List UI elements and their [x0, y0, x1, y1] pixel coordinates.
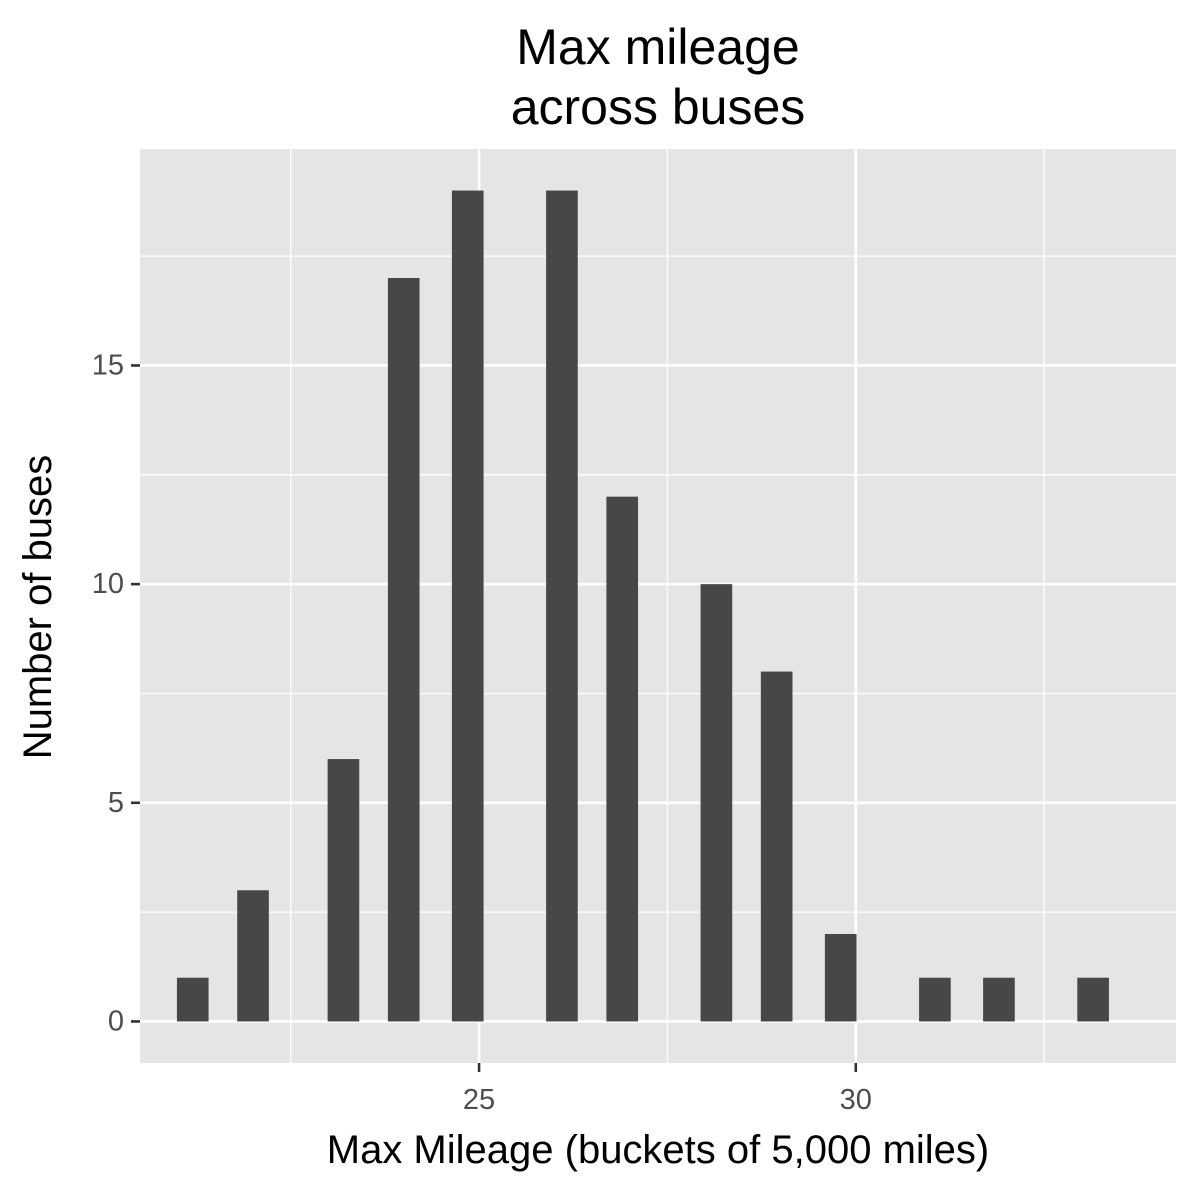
y-tick-label: 10	[92, 568, 124, 600]
chart-title-line-1: Max mileage	[516, 19, 800, 75]
bar	[824, 933, 857, 1022]
y-axis-label: Number of buses	[16, 454, 60, 760]
bars	[176, 190, 1109, 1022]
bar	[546, 190, 578, 1022]
bar	[983, 977, 1015, 1022]
bar	[451, 190, 484, 1022]
bar	[606, 496, 639, 1022]
bar	[760, 671, 793, 1022]
bar	[700, 584, 733, 1022]
x-tick-label: 25	[463, 1084, 495, 1116]
chart-title-line-2: across buses	[510, 79, 806, 135]
y-tick-label: 5	[108, 787, 124, 819]
x-tick-label: 30	[840, 1084, 872, 1116]
bar	[919, 977, 951, 1022]
bar	[387, 278, 420, 1022]
bar	[327, 759, 360, 1022]
axes: 0 5 10 15 25 30	[92, 349, 872, 1116]
x-axis-label: Max Mileage (buckets of 5,000 miles)	[326, 1128, 990, 1172]
bar	[1077, 977, 1109, 1022]
bar	[237, 890, 269, 1022]
y-tick-label: 0	[108, 1005, 124, 1037]
bar	[176, 977, 209, 1022]
y-tick-label: 15	[92, 349, 124, 381]
plot-panel	[140, 149, 1176, 1063]
